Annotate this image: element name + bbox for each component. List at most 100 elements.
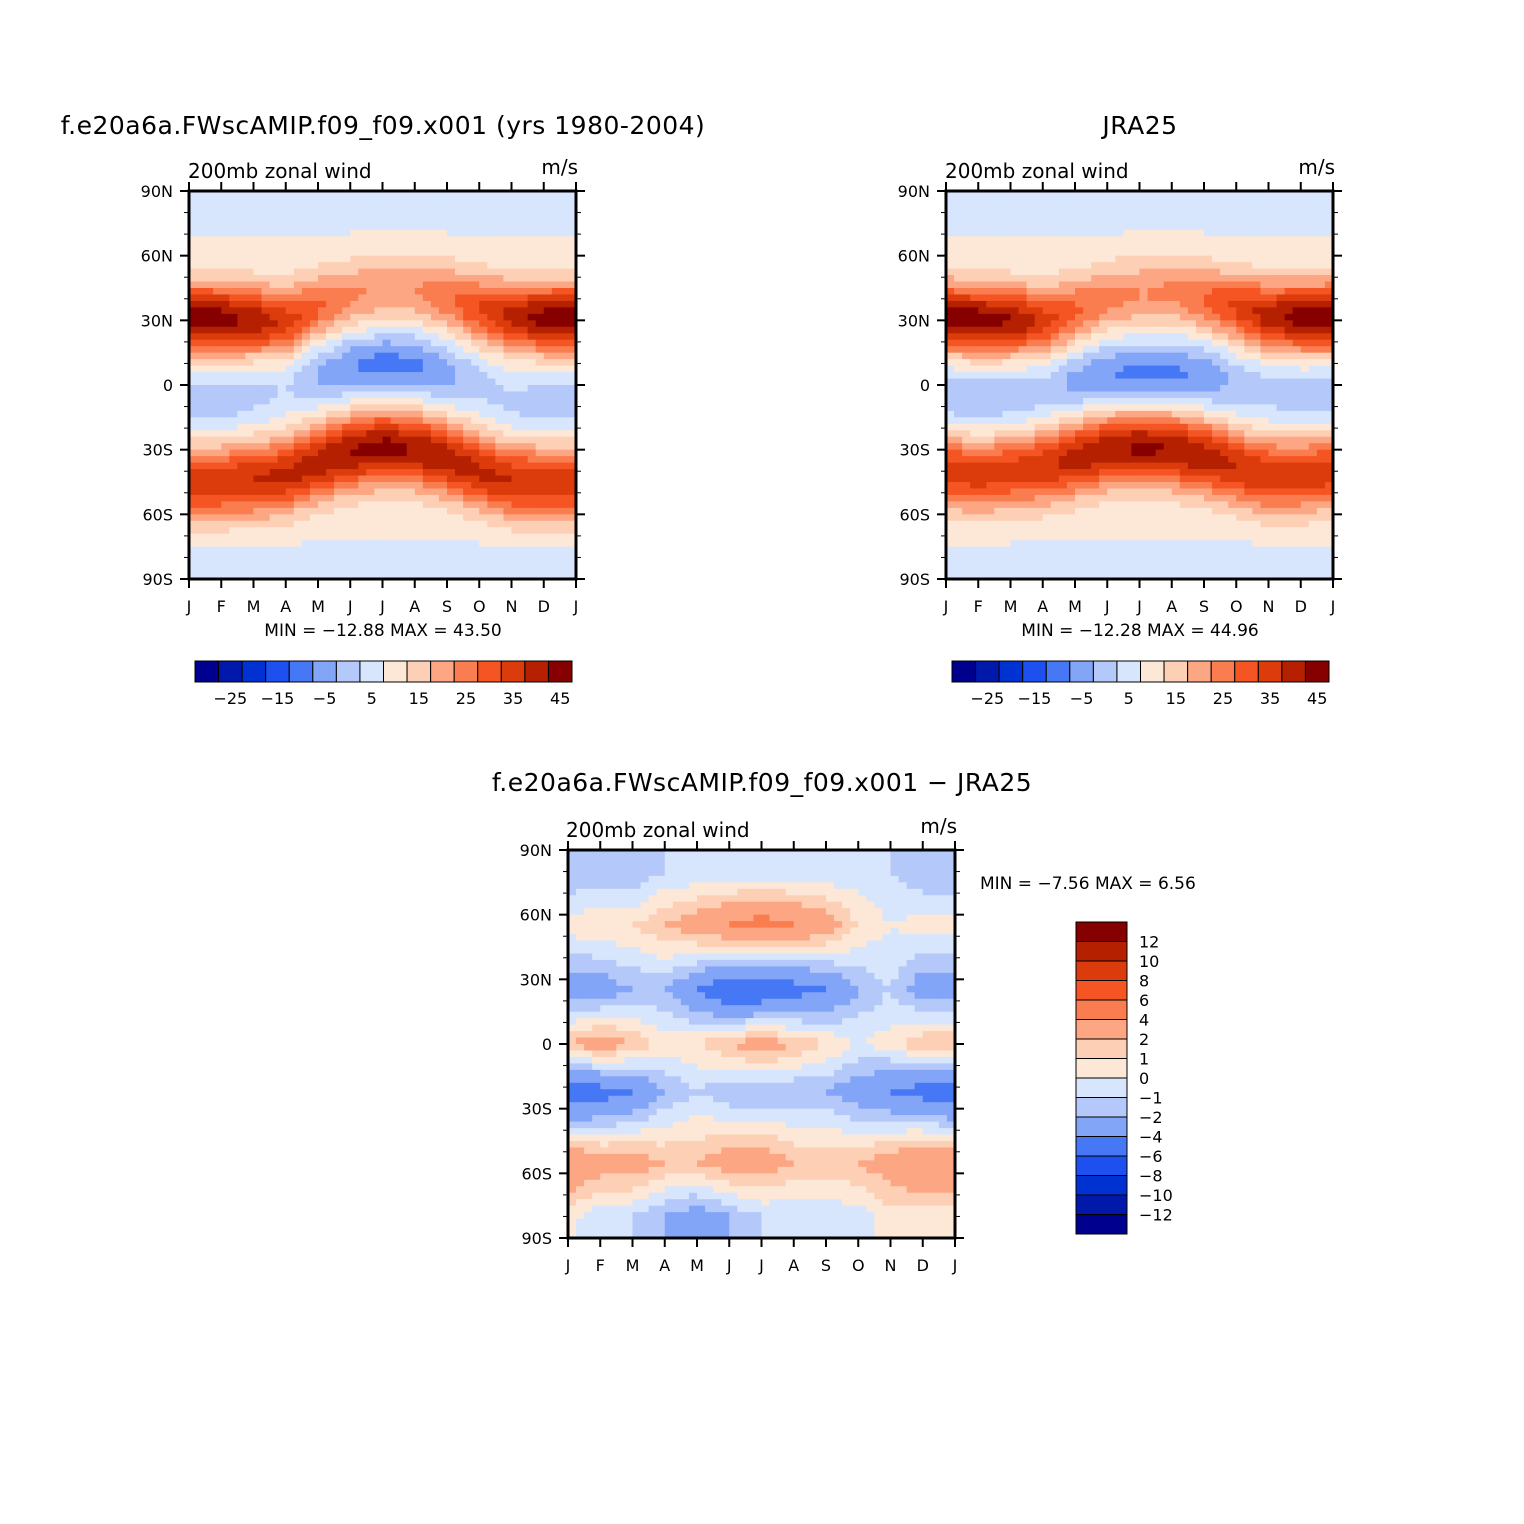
contour-cell [1316, 436, 1326, 444]
contour-cell [1276, 216, 1286, 224]
contour-cell [954, 456, 963, 464]
contour-cell [285, 507, 295, 515]
contour-cell [503, 262, 513, 270]
contour-cell [350, 300, 359, 308]
contour-cell [1042, 410, 1052, 418]
contour-cell [946, 326, 955, 334]
contour-cell [1139, 443, 1149, 451]
contour-cell [189, 242, 198, 250]
contour-cell [285, 449, 295, 457]
contour-cell [374, 488, 384, 496]
contour-cell [1316, 249, 1326, 257]
contour-cell [358, 462, 367, 470]
contour-cell [430, 456, 440, 464]
contour-cell [511, 333, 521, 341]
contour-cell [1268, 281, 1278, 289]
contour-cell [358, 430, 367, 438]
contour-cell [342, 520, 351, 528]
contour-cell [1107, 456, 1116, 464]
contour-cell [1212, 191, 1221, 199]
contour-cell [1107, 333, 1116, 341]
contour-cell [487, 216, 496, 224]
contour-cell [527, 320, 537, 328]
contour-cell [479, 397, 488, 405]
contour-cell [350, 385, 359, 393]
contour-cell [406, 346, 416, 354]
contour-cell [487, 275, 496, 283]
contour-cell [1268, 410, 1278, 418]
contour-cell [205, 307, 214, 315]
contour-cell [1236, 339, 1245, 347]
contour-cell [277, 203, 287, 211]
contour-cell [1091, 223, 1100, 231]
contour-cell [1018, 436, 1028, 444]
contour-cell [1131, 262, 1141, 270]
contour-cell [1075, 236, 1084, 244]
contour-cell [463, 372, 472, 380]
contour-cell [390, 385, 400, 393]
contour-cell [1050, 456, 1060, 464]
contour-cell [237, 397, 247, 405]
contour-cell [390, 275, 400, 283]
contour-cell [463, 397, 472, 405]
contour-cell [309, 430, 319, 438]
contour-cell [1316, 346, 1326, 354]
contour-cell [197, 339, 206, 347]
contour-cell [495, 223, 505, 231]
contour-cell [277, 488, 287, 496]
contour-cell [994, 262, 1004, 270]
contour-cell [1212, 339, 1221, 347]
contour-cell [1212, 359, 1221, 367]
contour-cell [189, 391, 198, 399]
contour-cell [447, 229, 456, 237]
contour-cell [986, 456, 995, 464]
contour-cell [495, 307, 505, 315]
contour-cell [253, 294, 263, 302]
contour-cell [1042, 326, 1052, 334]
contour-cell [398, 397, 408, 405]
contour-cell [1220, 430, 1229, 438]
contour-cell [1220, 391, 1229, 399]
contour-cell [237, 294, 247, 302]
contour-cell [285, 482, 295, 490]
contour-cell [1179, 372, 1189, 380]
contour-cell [301, 294, 311, 302]
contour-cell [495, 216, 505, 224]
contour-cell [253, 275, 263, 283]
contour-cell [1018, 236, 1028, 244]
contour-cell [285, 553, 295, 561]
contour-cell [1058, 352, 1068, 360]
contour-cell [471, 572, 480, 579]
contour-cell [559, 300, 569, 308]
contour-cell [406, 423, 416, 431]
colorbar-label: −15 [261, 689, 295, 708]
contour-cell [954, 236, 963, 244]
contour-cell [1300, 449, 1310, 457]
contour-cell [245, 313, 255, 321]
contour-cell [237, 533, 247, 541]
contour-cell [527, 223, 537, 231]
contour-cell [1058, 333, 1068, 341]
contour-cell [334, 514, 343, 522]
contour-cell [1018, 307, 1028, 315]
contour-cell [229, 527, 238, 535]
contour-cell [213, 566, 222, 574]
contour-cell [479, 281, 488, 289]
contour-cell [1236, 417, 1245, 425]
contour-cell [479, 320, 488, 328]
contour-cell [301, 203, 311, 211]
contour-cell [471, 482, 480, 490]
contour-cell [1010, 210, 1020, 218]
contour-cell [1284, 236, 1294, 244]
contour-cell [1075, 417, 1084, 425]
contour-cell [455, 268, 464, 276]
contour-cell [1324, 313, 1333, 321]
contour-cell [962, 410, 971, 418]
contour-cell [551, 475, 561, 483]
contour-cell [229, 456, 238, 464]
contour-cell [1155, 294, 1165, 302]
contour-cell [1163, 365, 1173, 373]
contour-cell [414, 391, 424, 399]
contour-cell [559, 197, 569, 205]
contour-cell [1115, 352, 1124, 360]
